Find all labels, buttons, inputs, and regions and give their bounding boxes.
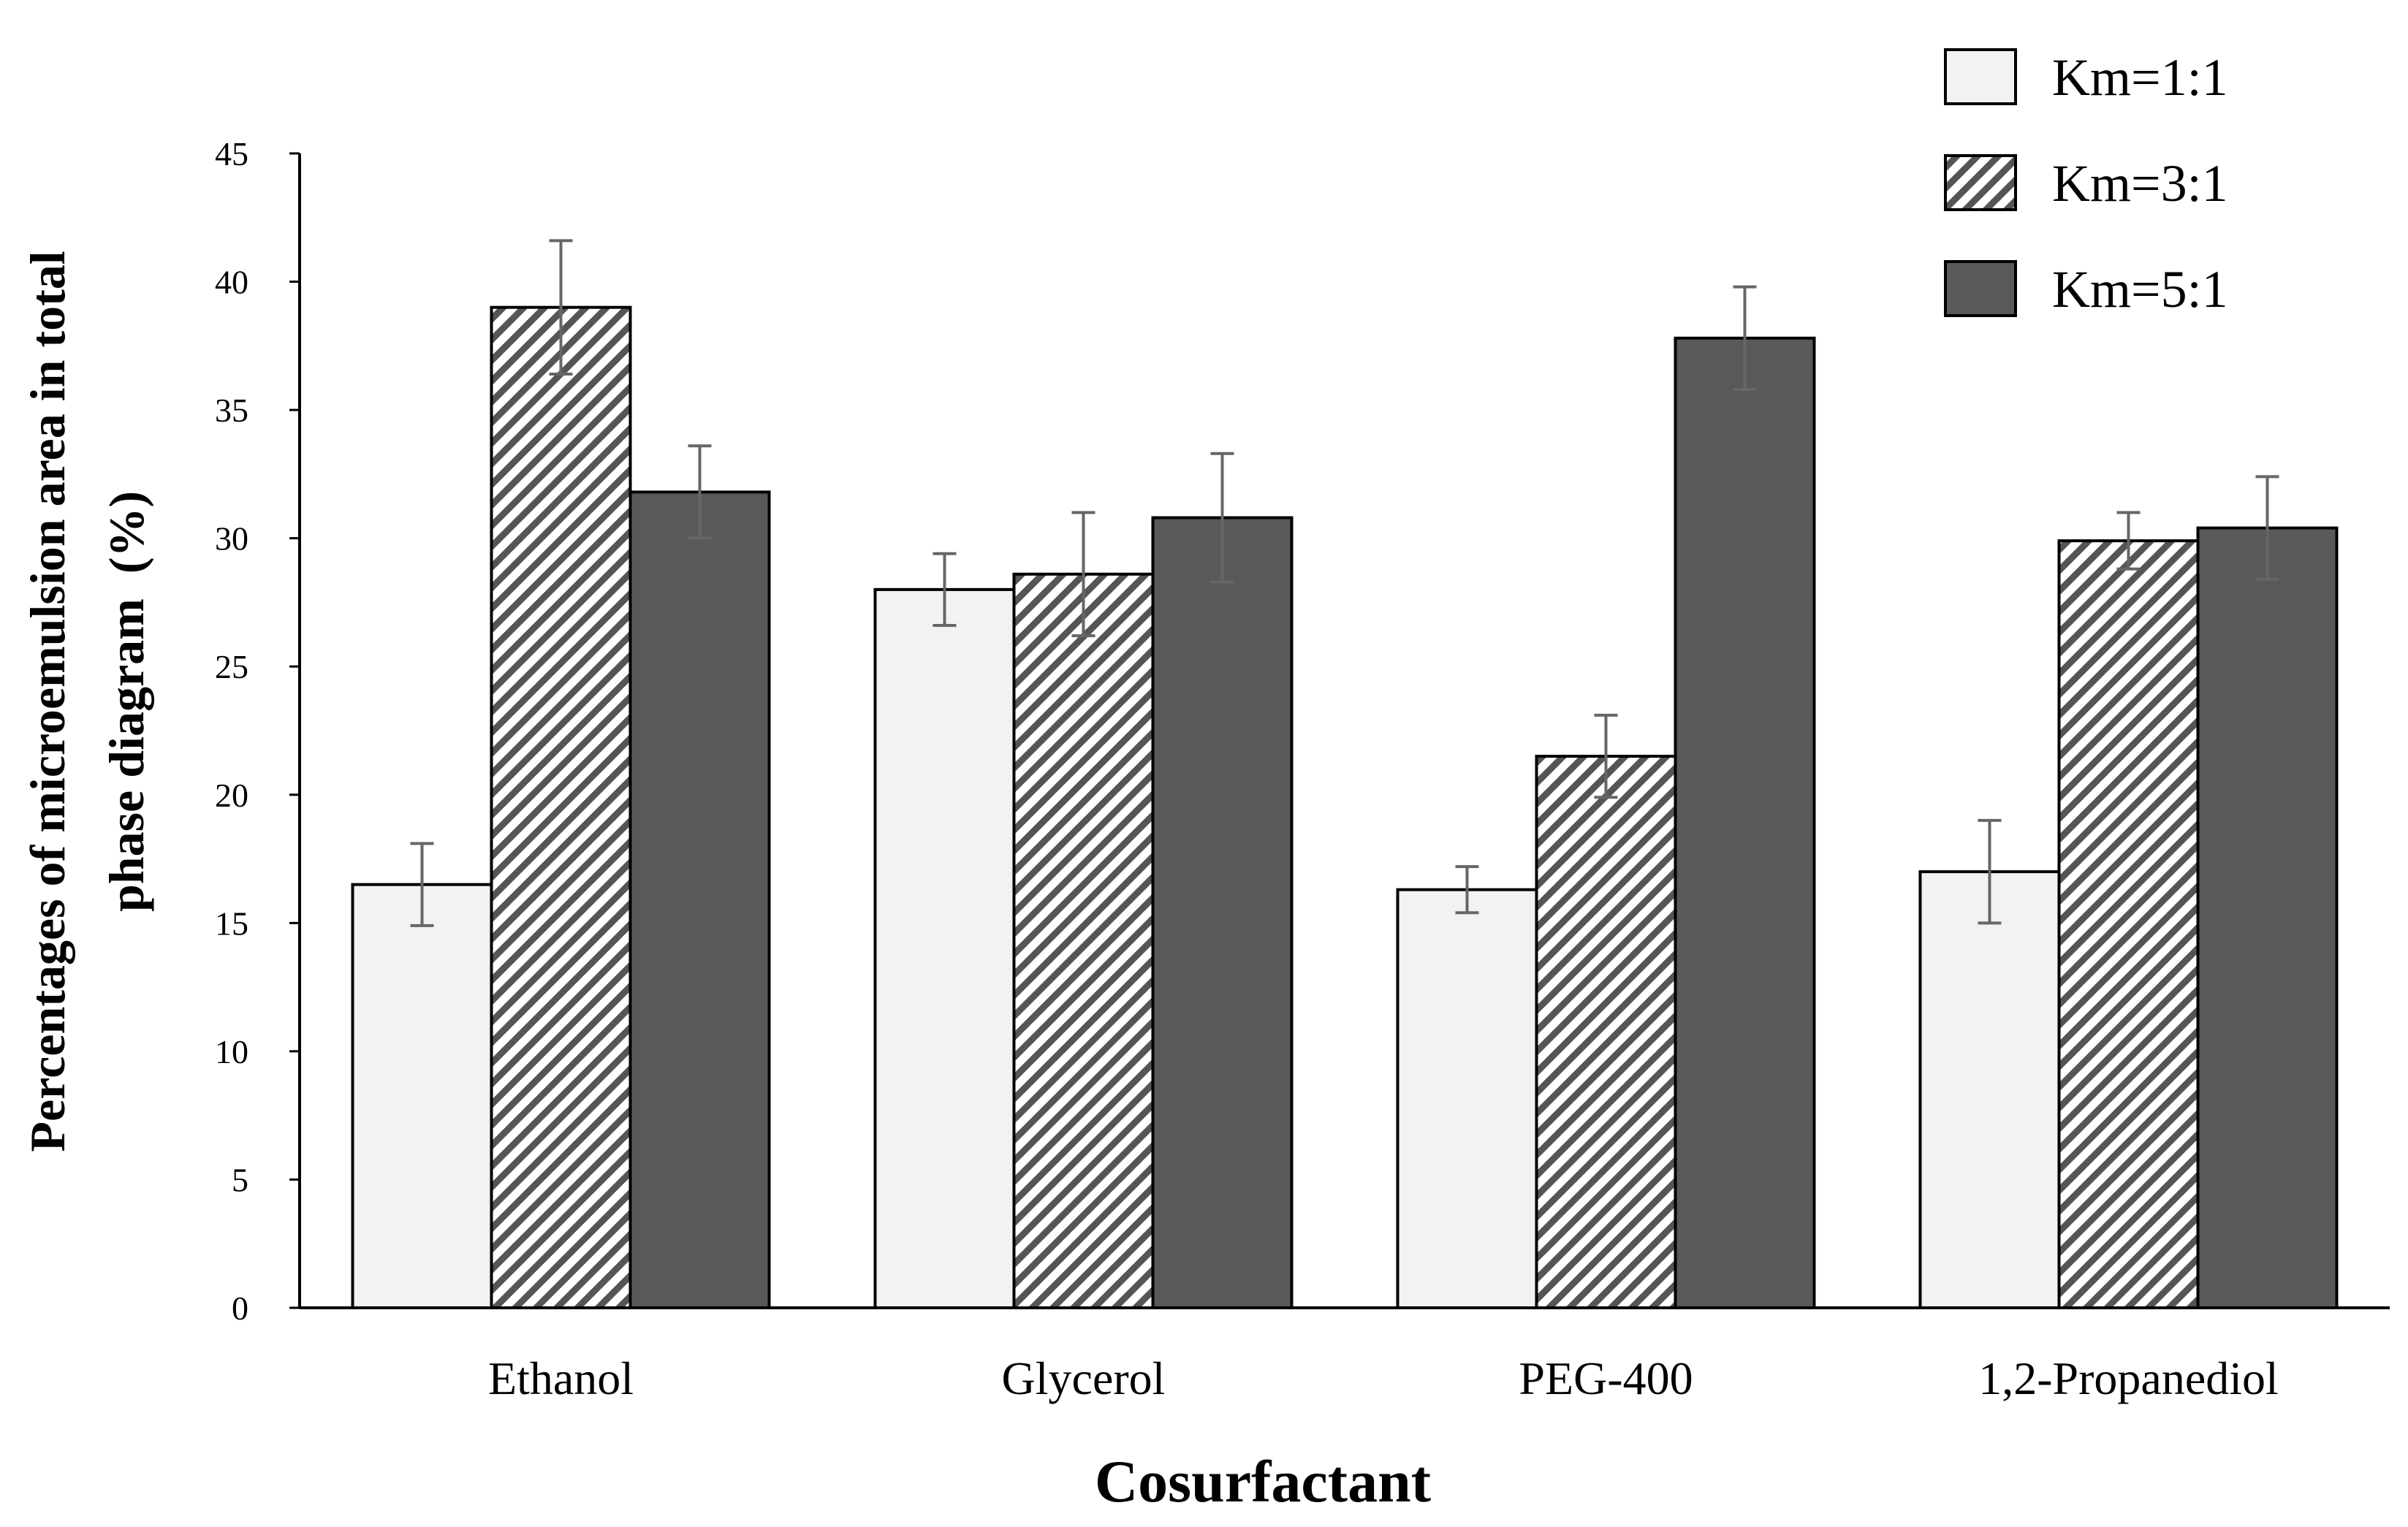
y-tick-label: 35: [215, 392, 248, 429]
y-tick-label: 30: [215, 520, 248, 557]
legend: Km=1:1 Km=3:1 Km=5:1: [1944, 48, 2228, 319]
y-axis-title-line-1: Percentages of microemulsion area in tot…: [20, 251, 75, 1151]
legend-label: Km=1:1: [2052, 48, 2228, 107]
x-axis-title: Cosurfactant: [1095, 1448, 1431, 1515]
y-tick-label: 40: [215, 264, 248, 301]
y-tick-label: 0: [232, 1290, 248, 1327]
legend-swatch: [1944, 154, 2017, 211]
category-labels: Ethanol Glycerol PEG-400 1,2-Propanediol: [488, 1352, 2279, 1404]
y-tick-label: 5: [232, 1161, 248, 1198]
category-label: 1,2-Propanediol: [1978, 1352, 2279, 1404]
y-tick-label: 45: [215, 135, 248, 172]
bar-3: [628, 490, 771, 1309]
bar-1: [873, 587, 1016, 1309]
bar-2: [490, 305, 632, 1310]
y-axis-title: Percentages of microemulsion area in tot…: [20, 251, 154, 1151]
bars: [351, 305, 2339, 1310]
bar-3: [1151, 516, 1294, 1309]
y-tick-label: 10: [215, 1033, 248, 1070]
error-bars: [410, 239, 2279, 927]
y-tick-label: 20: [215, 777, 248, 814]
legend-swatch: [1944, 260, 2017, 317]
bar-1: [1396, 888, 1538, 1309]
bar-2: [1012, 572, 1155, 1309]
category-label: Ethanol: [488, 1352, 634, 1404]
bar-2: [2057, 539, 2200, 1310]
y-tick-label: 15: [215, 905, 248, 942]
category-label: PEG-400: [1519, 1352, 1693, 1404]
legend-label: Km=3:1: [2052, 154, 2228, 213]
category-label: Glycerol: [1002, 1352, 1166, 1404]
y-ticks: 0 5 10 15 20 25 30 35 40 45: [215, 135, 300, 1327]
bar-3: [2196, 526, 2339, 1309]
bar-1: [351, 883, 493, 1309]
legend-swatch: [1944, 48, 2017, 105]
bar-2: [1535, 755, 1677, 1309]
bar-3: [1674, 336, 1816, 1309]
bar-1: [1918, 870, 2061, 1309]
y-tick-label: 25: [215, 648, 248, 685]
legend-label: Km=5:1: [2052, 260, 2228, 319]
y-axis-title-line-2: phase diagram (%): [99, 491, 154, 912]
